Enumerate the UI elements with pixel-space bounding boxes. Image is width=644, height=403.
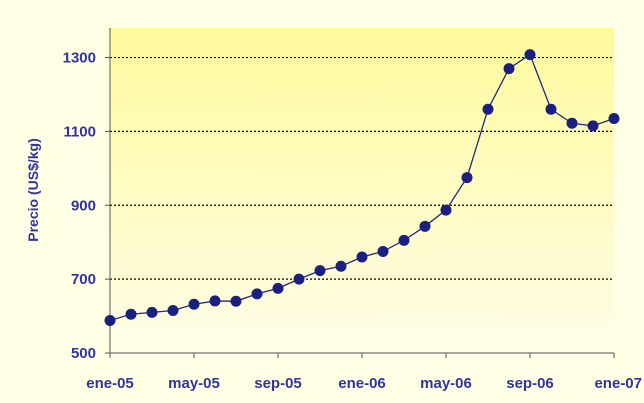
x-tick-label: may-05	[168, 375, 220, 392]
data-point	[524, 49, 536, 61]
data-point	[293, 273, 305, 285]
data-point	[566, 117, 578, 129]
data-point	[545, 103, 557, 115]
data-point	[314, 265, 326, 277]
data-points	[104, 49, 620, 326]
data-point	[587, 120, 599, 132]
data-point	[209, 295, 221, 307]
x-tick-label: may-06	[420, 375, 472, 392]
y-tick-label: 700	[71, 271, 96, 288]
data-point	[104, 315, 116, 326]
data-point	[356, 251, 368, 263]
data-point	[146, 306, 158, 318]
x-tick-label: ene-05	[86, 375, 134, 392]
data-point	[188, 298, 200, 310]
x-tick-label: sep-05	[254, 375, 302, 392]
y-tick-label: 500	[71, 345, 96, 362]
grid-lines	[110, 56, 614, 280]
data-point	[335, 260, 347, 272]
data-point	[251, 288, 263, 300]
x-tick-label: ene-06	[338, 375, 386, 392]
x-tick-label: ene-07	[594, 375, 642, 392]
data-point	[272, 282, 284, 294]
data-point	[608, 112, 620, 124]
data-point	[230, 295, 242, 307]
x-tick-labels: ene-05 may-05 sep-05 ene-06 may-06 sep-06 ene-…	[86, 375, 642, 392]
y-tick-labels: 500 700 900 1100 1300	[63, 50, 96, 362]
y-tick-label: 1300	[63, 50, 96, 67]
data-point	[167, 305, 179, 317]
data-point	[377, 245, 389, 257]
axes	[105, 28, 615, 358]
y-tick-label: 900	[71, 197, 96, 214]
x-tick-label: sep-06	[506, 375, 554, 392]
data-point	[482, 103, 494, 115]
data-point	[398, 234, 410, 246]
y-axis-title: Precio (US$/kg)	[25, 138, 41, 241]
data-point	[125, 308, 137, 320]
y-tick-label: 1100	[63, 123, 96, 140]
data-point	[503, 63, 515, 75]
data-point	[419, 220, 431, 232]
data-point	[461, 172, 473, 184]
data-point	[440, 204, 452, 216]
